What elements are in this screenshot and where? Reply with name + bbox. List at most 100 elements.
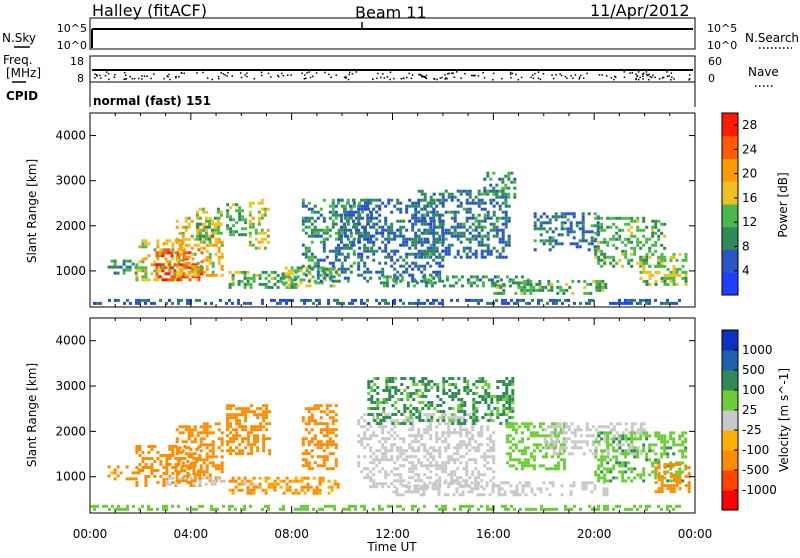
velocity-cell	[444, 446, 447, 449]
velocity-cell	[396, 434, 399, 437]
velocity-cell	[229, 480, 232, 483]
velocity-cell	[454, 395, 457, 398]
power-cell	[352, 211, 355, 214]
power-cell	[552, 236, 555, 239]
velocity-cell	[468, 437, 471, 440]
velocity-cell	[396, 490, 399, 493]
power-cell	[126, 269, 129, 272]
power-cell	[612, 238, 615, 241]
velocity-cell	[648, 449, 651, 452]
power-cell	[597, 247, 600, 250]
power-cell	[630, 235, 633, 238]
velocity-cell	[606, 470, 609, 473]
velocity-cell	[633, 505, 636, 508]
velocity-cell	[655, 490, 658, 493]
velocity-cell	[153, 475, 156, 478]
power-cell	[123, 269, 126, 272]
power-cell	[600, 223, 603, 226]
velocity-cell	[610, 422, 613, 425]
velocity-cell	[320, 428, 323, 431]
velocity-cell	[442, 419, 445, 422]
power-cell	[405, 208, 408, 211]
velocity-cell	[411, 455, 414, 458]
power-cell	[138, 260, 141, 263]
power-cell	[411, 262, 414, 265]
velocity-cell	[675, 443, 678, 446]
velocity-cell	[559, 422, 562, 425]
velocity-cell	[138, 463, 141, 466]
power-cell	[621, 253, 624, 256]
nave-dot	[246, 72, 248, 74]
power-cell	[238, 280, 241, 283]
velocity-cell	[435, 484, 438, 487]
velocity-cell	[475, 380, 478, 383]
power-cell	[317, 277, 320, 280]
power-cell	[396, 229, 399, 232]
nave-dot	[224, 74, 226, 76]
nave-dot	[384, 77, 386, 79]
velocity-cell	[565, 431, 568, 434]
velocity-cell	[326, 446, 329, 449]
velocity-cell	[202, 477, 205, 480]
power-cell	[153, 278, 156, 281]
velocity-cell	[420, 464, 423, 467]
power-cell	[176, 259, 179, 262]
power-cell	[670, 271, 673, 274]
nave-dot	[636, 78, 638, 80]
velocity-cell	[465, 434, 468, 437]
power-cell	[305, 217, 308, 220]
power-cell	[182, 259, 185, 262]
velocity-cell	[311, 440, 314, 443]
nave-dot	[108, 73, 110, 75]
velocity-cell	[159, 475, 162, 478]
power-cell	[439, 226, 442, 229]
velocity-cell	[509, 422, 512, 425]
power-cell	[402, 244, 405, 247]
nave-dot	[408, 73, 410, 75]
velocity-cell	[552, 508, 555, 511]
power-cell	[399, 226, 402, 229]
velocity-cell	[450, 476, 453, 479]
velocity-cell	[369, 479, 372, 482]
nave-dot	[401, 78, 403, 80]
velocity-cell	[465, 461, 468, 464]
velocity-cell	[308, 461, 311, 464]
power-cell	[603, 259, 606, 262]
velocity-cell	[645, 455, 648, 458]
velocity-cell	[319, 492, 322, 495]
power-cell	[338, 253, 341, 256]
velocity-cell	[229, 407, 232, 410]
power-cell	[399, 211, 402, 214]
power-cell	[594, 232, 597, 235]
power-cell	[420, 302, 423, 305]
power-cell	[434, 281, 437, 284]
velocity-cell	[126, 508, 129, 511]
velocity-cell	[463, 422, 466, 425]
velocity-cell	[456, 467, 459, 470]
power-cell	[636, 262, 639, 265]
power-cell	[417, 268, 420, 271]
velocity-cell	[323, 464, 326, 467]
velocity-cell	[363, 419, 366, 422]
power-cell	[226, 212, 229, 215]
velocity-cell	[597, 467, 600, 470]
velocity-cell	[483, 455, 486, 458]
velocity-cell	[253, 443, 256, 446]
velocity-cell	[501, 487, 504, 490]
velocity-cell	[551, 422, 554, 425]
power-cell	[300, 278, 303, 281]
velocity-cell	[132, 477, 135, 480]
power-cell	[502, 202, 505, 205]
power-cell	[591, 230, 594, 233]
power-cell	[350, 232, 353, 235]
power-cell	[370, 247, 373, 250]
velocity-cell	[328, 486, 331, 489]
velocity-cell	[438, 490, 441, 493]
velocity-cell	[565, 437, 568, 440]
power-cell	[357, 214, 360, 217]
power-cell	[442, 256, 445, 259]
power-cell	[273, 299, 276, 302]
power-cell	[489, 184, 492, 187]
velocity-cell	[411, 440, 414, 443]
velocity-cell	[438, 484, 441, 487]
